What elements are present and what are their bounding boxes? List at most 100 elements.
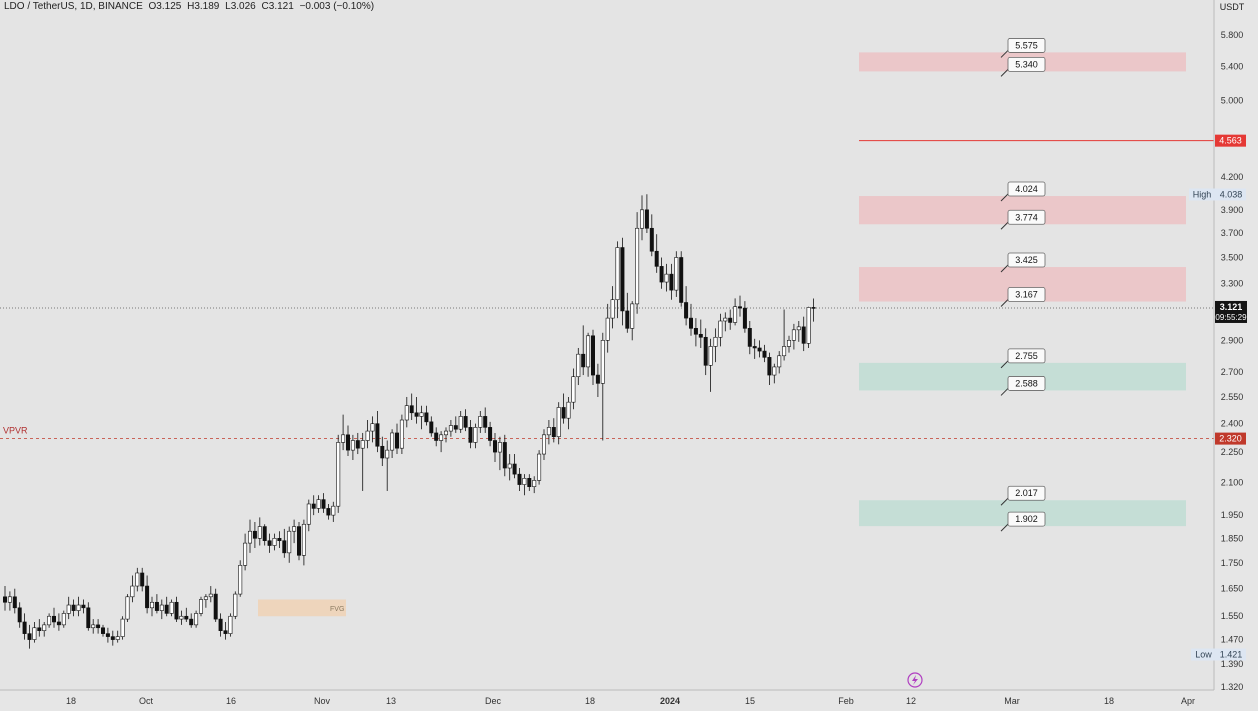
x-tick-label: 18	[585, 696, 595, 706]
level-tag-box	[1007, 287, 1046, 302]
candle	[767, 352, 772, 386]
candle-body	[541, 434, 546, 455]
candle-body	[341, 434, 346, 443]
y-tick-label: 3.900	[1221, 205, 1244, 215]
candle-body	[306, 503, 311, 525]
candle	[91, 619, 96, 634]
candle-body	[37, 627, 42, 631]
candle	[208, 586, 213, 603]
candle-body	[365, 430, 370, 441]
candle	[140, 567, 145, 592]
candle	[630, 301, 635, 341]
candle-body	[27, 633, 32, 640]
y-tick-label: 5.400	[1221, 61, 1244, 71]
candle	[419, 405, 424, 430]
candle-body	[262, 526, 267, 542]
candle	[439, 431, 444, 453]
candle	[360, 432, 365, 491]
vpvr-label: VPVR	[3, 426, 28, 436]
lightning-icon-ring	[907, 672, 923, 688]
candle	[2, 586, 8, 611]
candle-body	[772, 366, 777, 376]
resistance-price-badge-bg	[1215, 134, 1246, 147]
lines-layer: VPVR	[0, 140, 1214, 440]
candle-body	[507, 463, 512, 469]
candle-body	[605, 317, 610, 341]
candle	[130, 575, 135, 603]
candle-body	[321, 499, 326, 509]
candle-body	[556, 407, 561, 438]
candle-body	[336, 442, 341, 507]
candle	[262, 524, 267, 546]
candle	[350, 434, 355, 460]
candle	[336, 434, 341, 513]
candle-body	[81, 604, 86, 609]
candle	[586, 332, 591, 377]
candle-body	[375, 423, 380, 447]
candle-body	[326, 508, 331, 516]
candle	[492, 432, 497, 462]
candle	[385, 440, 390, 491]
y-tick-label: 3.700	[1221, 228, 1244, 238]
candle-body	[350, 440, 355, 451]
y-tick-label: 5.800	[1221, 30, 1244, 40]
y-tick-label: 3.500	[1221, 252, 1244, 262]
candle-body	[91, 624, 96, 629]
candle	[169, 599, 174, 617]
y-tick-label: 2.400	[1221, 419, 1244, 429]
candle	[791, 323, 796, 350]
candle-body	[47, 615, 52, 626]
x-tick-label: 18	[1104, 696, 1114, 706]
last-price-badge-bg	[1215, 300, 1247, 323]
candle	[380, 436, 385, 467]
candle-body	[811, 307, 816, 309]
candle	[698, 319, 703, 348]
change-value: −0.003 (−0.10%)	[299, 1, 375, 12]
candle	[664, 263, 669, 292]
candle-body	[463, 416, 468, 428]
candle	[145, 575, 150, 614]
candle-body	[218, 618, 223, 631]
candle	[713, 328, 718, 363]
candle-body	[135, 572, 140, 587]
candle	[252, 521, 257, 548]
candle	[610, 286, 615, 329]
candle-body	[213, 593, 218, 620]
level-tag: 2.017	[1000, 485, 1046, 506]
candle	[541, 429, 546, 460]
candle-body	[86, 607, 91, 629]
candle	[576, 347, 581, 386]
level-tag: 3.167	[1000, 287, 1046, 307]
candle	[399, 414, 404, 455]
candle	[194, 610, 199, 628]
candle-body	[586, 335, 591, 368]
candle	[806, 306, 811, 348]
candle-body	[233, 593, 238, 617]
candle-body	[630, 303, 635, 329]
candle-body	[679, 257, 684, 303]
candle	[287, 526, 292, 563]
candle	[213, 588, 218, 622]
candle	[7, 591, 12, 611]
candle-body	[688, 317, 693, 329]
candle	[228, 613, 233, 637]
high-value: 4.038	[1220, 189, 1243, 199]
level-tag-text: 5.575	[1015, 40, 1038, 50]
low-value: L3.026	[225, 1, 256, 12]
candle	[635, 212, 640, 314]
candle	[801, 316, 806, 352]
candle	[125, 594, 130, 622]
candle-body	[566, 401, 571, 419]
level-tag: 3.425	[1000, 252, 1046, 273]
candle-body	[453, 425, 458, 430]
candle-body	[301, 523, 306, 556]
candle-body	[125, 596, 130, 620]
time-axis-bg	[0, 690, 1214, 711]
candle-body	[429, 421, 434, 434]
candle-body	[292, 526, 297, 532]
candle-body	[610, 299, 615, 319]
candle-body	[424, 412, 429, 423]
candle	[257, 517, 262, 546]
